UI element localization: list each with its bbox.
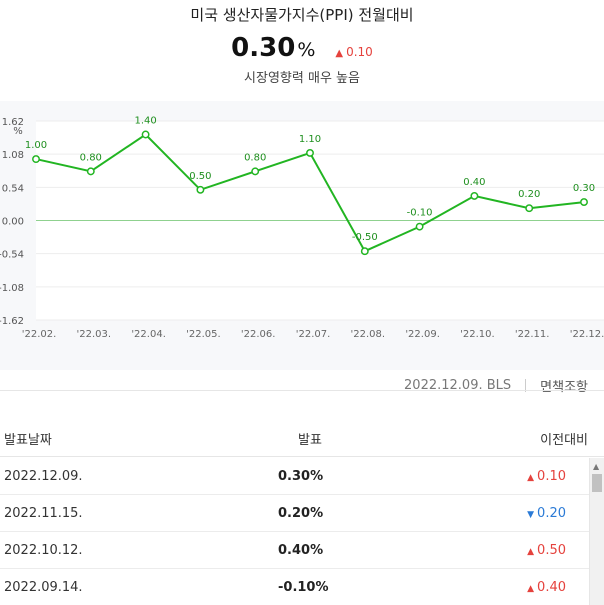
triangle-up-icon: ▲ [527, 584, 535, 594]
data-label: 1.10 [299, 134, 321, 145]
data-label: 0.40 [463, 177, 485, 188]
row-change: ▲ 0.40 [527, 580, 566, 595]
y-tick-label: -1.62 [0, 316, 24, 327]
triangle-up-icon: ▲ [335, 48, 344, 59]
data-point [360, 247, 369, 256]
data-label: 0.80 [80, 152, 102, 163]
data-label: -0.10 [407, 208, 433, 219]
column-header-value: 발표 [298, 433, 322, 448]
table-row: 2022.10.12. 0.40% ▲ 0.50 [0, 532, 604, 569]
y-tick-label: 1.62 [2, 117, 24, 128]
data-point [580, 198, 588, 207]
data-label: 1.00 [25, 140, 47, 151]
table-row: 2022.11.15. 0.20% ▼ 0.20 [0, 495, 604, 532]
y-tick-label: -0.54 [0, 250, 24, 261]
data-point [470, 191, 479, 200]
data-label: 1.40 [134, 116, 156, 127]
column-header-change: 이전대비 [540, 433, 588, 448]
x-tick-label: '22.11. [515, 329, 550, 340]
row-value: 0.40% [278, 543, 324, 558]
change-badge: ▲ 0.10 [335, 45, 372, 59]
data-point [141, 130, 150, 139]
row-value: 0.20% [278, 506, 324, 521]
indicator-title: 미국 생산자물가지수(PPI) 전월대비 [190, 6, 414, 24]
data-point [86, 167, 95, 176]
change-value: 0.10 [346, 45, 373, 59]
row-change: ▲ 0.10 [527, 469, 566, 484]
triangle-up-icon: ▲ [527, 547, 535, 557]
row-change-value: 0.50 [537, 543, 566, 558]
x-tick-label: '22.06. [241, 329, 276, 340]
data-point [306, 148, 314, 157]
row-change-value: 0.10 [537, 469, 566, 484]
x-tick-label: '22.04. [131, 329, 166, 340]
source-date: 2022.12.09. BLS [404, 378, 512, 393]
row-value: -0.10% [278, 580, 329, 595]
data-label: 0.30 [573, 183, 595, 194]
triangle-down-icon: ▼ [527, 510, 535, 520]
row-date: 2022.11.15. [4, 506, 83, 521]
row-change: ▼ 0.20 [527, 506, 566, 521]
y-tick-label: 0.00 [2, 217, 24, 228]
table-row: 2022.09.14. -0.10% ▲ 0.40 [0, 569, 604, 605]
x-tick-label: '22.08. [351, 329, 386, 340]
data-point [196, 185, 205, 194]
x-tick-label: '22.07. [296, 329, 331, 340]
scroll-thumb[interactable] [592, 474, 602, 492]
table-header: 발표날짜 발표 이전대비 [0, 390, 604, 457]
data-label: 0.80 [244, 152, 266, 163]
triangle-up-icon: ▲ [527, 473, 535, 483]
y-tick-label: 0.54 [2, 183, 24, 194]
y-axis-unit-label: % [13, 126, 23, 137]
indicator-header: 미국 생산자물가지수(PPI) 전월대비 0.30 % ▲ 0.10 시장영향력 … [0, 0, 604, 100]
row-change-value: 0.20 [537, 506, 566, 521]
column-header-date: 발표날짜 [4, 433, 52, 448]
release-table: 2022.12.09. 0.30% ▲ 0.10 2022.11.15. 0.20… [0, 458, 604, 605]
source-row: 2022.12.09. BLS 면책조항 [404, 376, 588, 395]
x-tick-label: '22.12. [570, 329, 604, 340]
x-tick-label: '22.10. [460, 329, 495, 340]
x-tick-label: '22.03. [77, 329, 112, 340]
y-tick-label: 1.08 [2, 150, 24, 161]
row-date: 2022.10.12. [4, 543, 83, 558]
y-tick-label: -1.08 [0, 283, 24, 294]
current-value-unit: % [297, 39, 316, 61]
data-point [415, 222, 424, 231]
data-label: 0.50 [189, 171, 211, 182]
data-label: 0.20 [518, 189, 540, 200]
data-point [251, 167, 260, 176]
data-label: -0.50 [352, 232, 378, 243]
disclaimer-link[interactable]: 면책조항 [540, 380, 588, 395]
row-date: 2022.09.14. [4, 580, 83, 595]
current-value: 0.30 [231, 33, 296, 63]
table-row: 2022.12.09. 0.30% ▲ 0.10 [0, 458, 604, 495]
x-tick-label: '22.09. [405, 329, 440, 340]
row-value: 0.30% [278, 469, 324, 484]
row-date: 2022.12.09. [4, 469, 83, 484]
x-tick-label: '22.05. [186, 329, 221, 340]
indicator-value-row: 0.30 % ▲ 0.10 [0, 33, 604, 63]
market-impact-text: 시장영향력 매우 높음 [244, 71, 360, 86]
scroll-up-arrow-icon[interactable]: ▲ [593, 462, 600, 471]
x-tick-label: '22.02. [22, 329, 57, 340]
data-point [525, 204, 534, 213]
row-change: ▲ 0.50 [527, 543, 566, 558]
row-change-value: 0.40 [537, 580, 566, 595]
ppi-line-chart: %1.62 1.08 0.54 0.00 -0.54 -1.08 -1.62 '22.02. '… [0, 116, 604, 340]
table-scrollbar[interactable]: ▲ [589, 458, 604, 605]
data-point [32, 155, 40, 164]
source-divider [525, 379, 527, 392]
